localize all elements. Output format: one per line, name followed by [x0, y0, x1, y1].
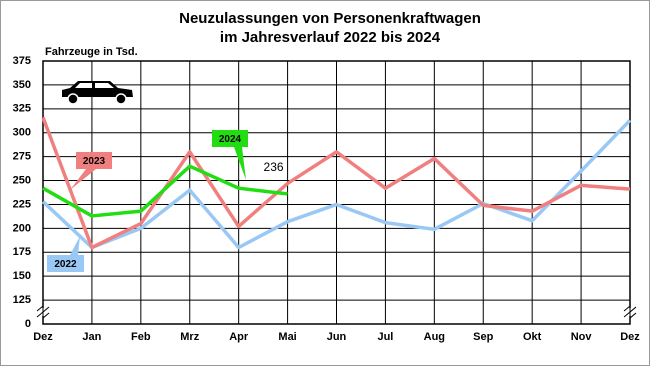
- x-tick-label: Apr: [229, 331, 249, 343]
- y-tick-label: 150: [13, 270, 31, 282]
- axis-break: [36, 304, 50, 314]
- x-tick-label: Dez: [620, 331, 640, 343]
- chart-title: Neuzulassungen von Personenkraftwagen: [179, 10, 481, 27]
- legend-label: 2023: [83, 156, 106, 167]
- data-label: 236: [264, 160, 284, 174]
- y-tick-label: 175: [13, 246, 31, 258]
- x-tick-label: Dez: [33, 331, 53, 343]
- x-tick-label: Jan: [82, 331, 101, 343]
- y-tick-label: 275: [13, 151, 31, 163]
- legend-pointer: [70, 169, 96, 190]
- y-tick-label: 125: [13, 294, 31, 306]
- x-tick-label: Sep: [473, 331, 493, 343]
- x-tick-label: Jul: [377, 331, 393, 343]
- axis-break: [623, 304, 637, 314]
- axis-break: [36, 310, 50, 320]
- x-tick-label: Feb: [131, 331, 151, 343]
- x-tick-label: Mrz: [180, 331, 199, 343]
- series-line: [42, 164, 288, 218]
- car-icon: [62, 81, 133, 105]
- legend-pointer: [70, 236, 80, 255]
- y-tick-label: 0: [25, 318, 31, 330]
- y-tick-label: 225: [13, 198, 31, 210]
- legend-box: [76, 152, 112, 169]
- y-tick-label: 350: [13, 79, 31, 91]
- legend-box: [212, 130, 248, 147]
- axis-break: [623, 310, 637, 320]
- legend-pointer: [234, 147, 246, 180]
- x-tick-label: Jun: [327, 331, 347, 343]
- y-axis-label: Fahrzeuge in Tsd.: [45, 46, 138, 58]
- legend-label: 2024: [219, 134, 242, 145]
- x-tick-label: Okt: [523, 331, 542, 343]
- y-tick-label: 375: [13, 55, 31, 67]
- plot-border: [42, 60, 631, 325]
- series-line: [41, 116, 631, 250]
- series-line: [41, 119, 632, 250]
- x-tick-label: Nov: [571, 331, 593, 343]
- y-tick-label: 300: [13, 127, 31, 139]
- legend-label: 2022: [54, 259, 77, 270]
- legend-box: [47, 255, 84, 272]
- y-tick-label: 250: [13, 174, 31, 186]
- x-tick-label: Mai: [278, 331, 296, 343]
- x-tick-label: Aug: [424, 331, 445, 343]
- y-tick-label: 200: [13, 222, 31, 234]
- y-tick-label: 325: [13, 103, 31, 115]
- chart-title: im Jahresverlauf 2022 bis 2024: [220, 29, 441, 46]
